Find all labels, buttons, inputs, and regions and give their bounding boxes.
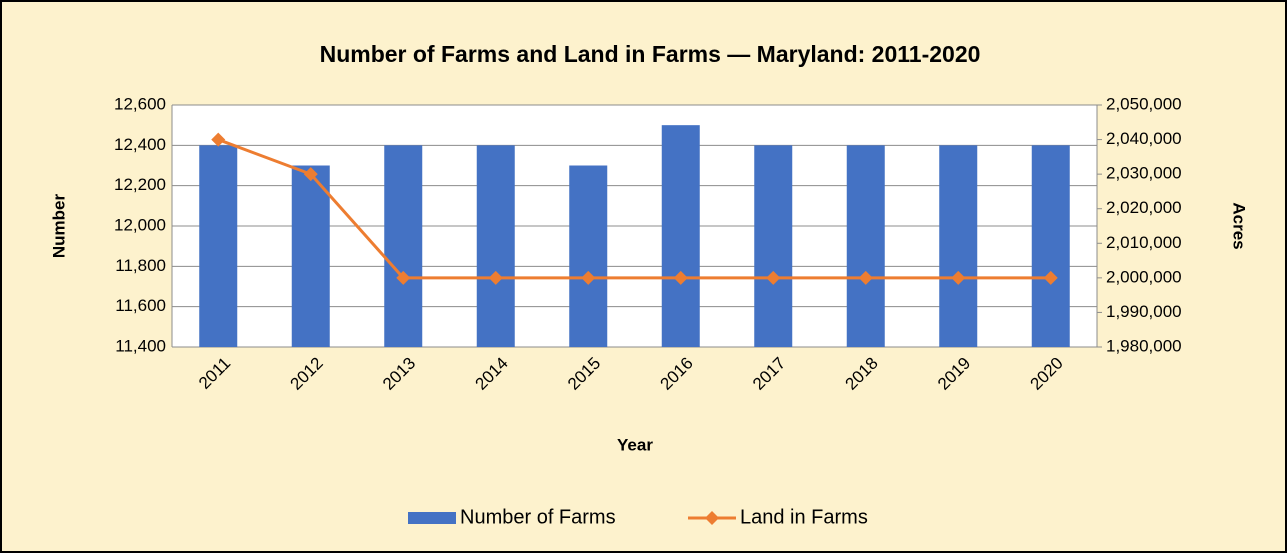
line-marker xyxy=(488,270,503,285)
line-marker xyxy=(396,270,411,285)
bar xyxy=(846,145,885,347)
y2-tick-label: 2,030,000 xyxy=(1106,164,1182,183)
line-marker xyxy=(211,132,226,147)
line-marker xyxy=(1043,270,1058,285)
y-tick-label: 12,400 xyxy=(114,135,166,154)
y2-tick-label: 2,020,000 xyxy=(1106,198,1182,217)
chart-title: Number of Farms and Land in Farms — Mary… xyxy=(320,41,981,67)
line-marker xyxy=(951,270,966,285)
bar xyxy=(1031,145,1070,347)
bar xyxy=(754,145,793,347)
line-marker xyxy=(766,270,781,285)
legend-marker xyxy=(705,511,719,525)
y2-tick-label: 2,010,000 xyxy=(1106,233,1182,252)
y2-tick-label: 1,980,000 xyxy=(1106,336,1182,355)
y-axis-label: Number xyxy=(49,194,68,259)
bar xyxy=(476,145,515,347)
bar xyxy=(939,145,978,347)
y2-tick-label: 2,000,000 xyxy=(1106,267,1182,286)
y-tick-label: 12,600 xyxy=(114,94,166,113)
legend-label: Land in Farms xyxy=(740,506,868,528)
line xyxy=(217,138,1051,280)
line-marker xyxy=(673,270,688,285)
y-tick-label: 12,000 xyxy=(114,215,166,234)
y2-tick-label: 2,050,000 xyxy=(1106,94,1182,113)
y2-tick-label: 1,990,000 xyxy=(1106,302,1182,321)
legend-swatch xyxy=(408,512,456,524)
bar xyxy=(569,165,608,347)
y-tick-label: 11,800 xyxy=(115,256,166,275)
legend-label: Number of Farms xyxy=(460,506,616,528)
bar xyxy=(384,145,423,347)
y-tick-label: 11,400 xyxy=(115,336,166,355)
line-marker xyxy=(581,270,596,285)
line-marker xyxy=(303,167,318,182)
bar xyxy=(661,125,700,348)
y-tick-label: 11,600 xyxy=(115,296,166,315)
bar xyxy=(199,145,238,347)
line-marker xyxy=(858,270,873,285)
bar xyxy=(291,165,330,347)
y2-axis-label: Acres xyxy=(1230,202,1249,249)
y2-tick-label: 2,040,000 xyxy=(1106,129,1182,148)
x-axis-label: Year xyxy=(617,435,653,454)
y-tick-label: 12,200 xyxy=(114,175,166,194)
